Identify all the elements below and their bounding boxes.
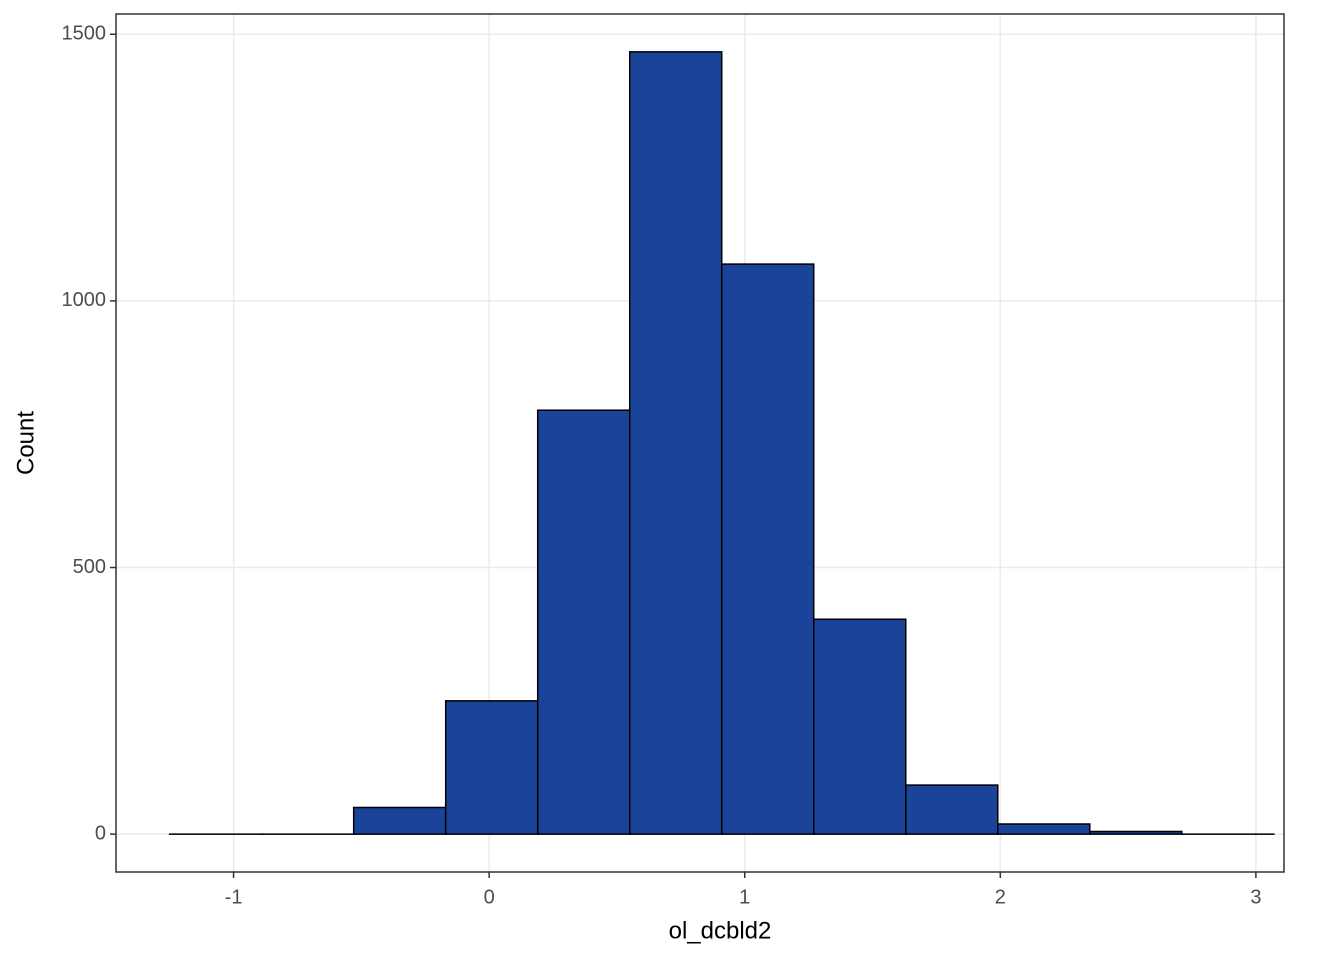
- bar: [812, 618, 907, 835]
- bar: [444, 700, 539, 835]
- y-tick-label: 500: [73, 556, 106, 578]
- bar: [1089, 830, 1183, 835]
- x-tick-label: -1: [225, 886, 243, 908]
- y-tick-label: 1500: [62, 23, 107, 45]
- x-tick-label: 0: [484, 886, 495, 908]
- bar: [720, 263, 815, 835]
- x-tick-label: 2: [995, 886, 1006, 908]
- x-axis-label: ol_dcbld2: [669, 917, 772, 944]
- y-tick-label: 0: [95, 822, 106, 844]
- bar: [352, 806, 447, 835]
- bar: [628, 51, 723, 835]
- bar: [536, 409, 631, 835]
- y-tick-label: 1000: [62, 289, 107, 311]
- bar: [904, 784, 999, 835]
- plot-border: [115, 13, 1285, 873]
- bar: [997, 823, 1091, 835]
- y-axis-label: Count: [12, 411, 39, 475]
- x-tick-label: 1: [739, 886, 750, 908]
- x-tick-label: 3: [1250, 886, 1261, 908]
